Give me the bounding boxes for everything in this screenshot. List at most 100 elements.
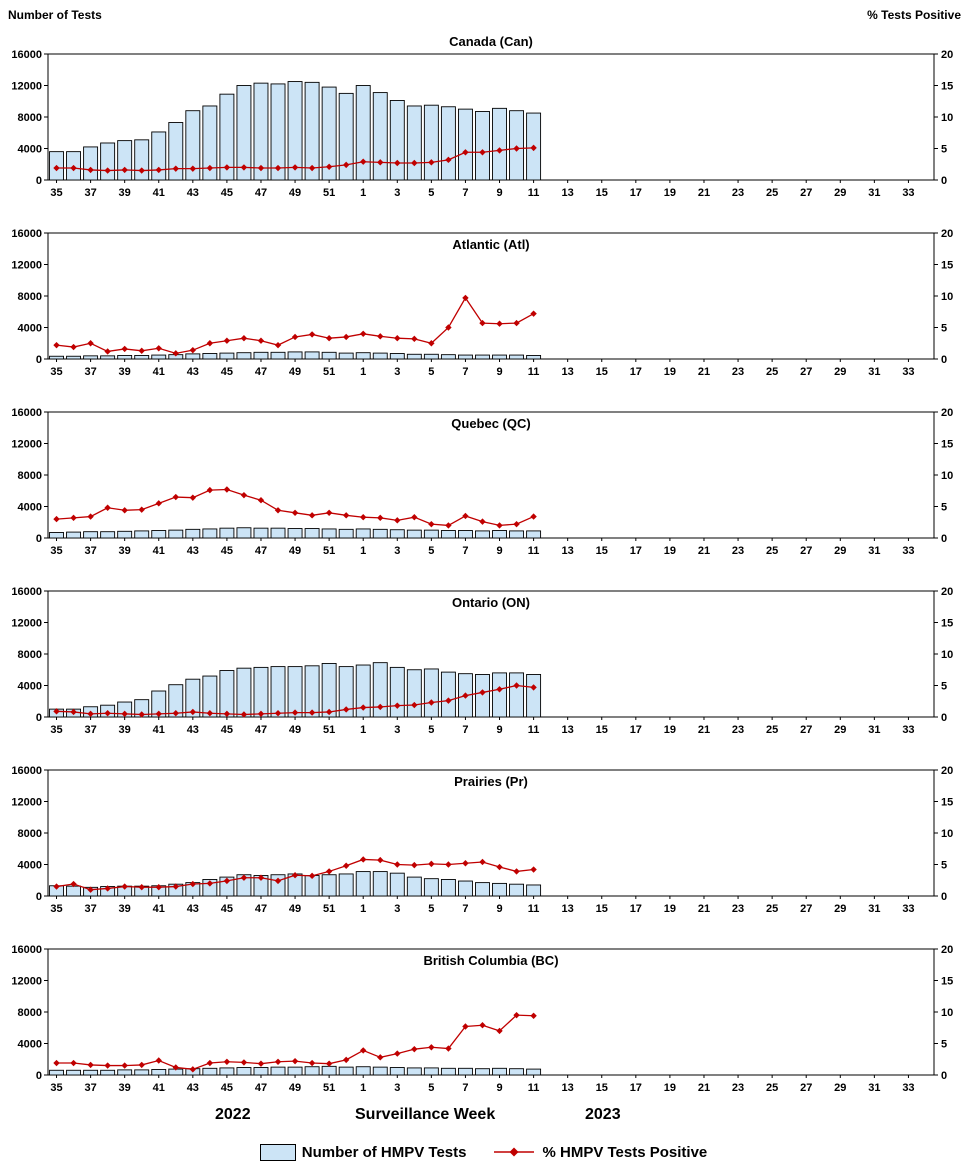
- axis-text: 12000: [11, 797, 42, 809]
- axis-text: 5: [941, 502, 947, 514]
- diamond-marker: [496, 1027, 503, 1035]
- diamond-marker: [530, 684, 537, 691]
- diamond-marker: [428, 520, 435, 528]
- tests-bar: [66, 885, 82, 897]
- axis-text: 0: [941, 533, 947, 545]
- header-row: Number of Tests % Tests Positive: [0, 0, 967, 30]
- tests-bar: [492, 530, 507, 539]
- tests-bar: [338, 528, 354, 539]
- tests-bar: [49, 532, 64, 539]
- axis-text: 43: [187, 1082, 199, 1094]
- axis-text: 15: [596, 1082, 608, 1094]
- axis-text: 4000: [18, 681, 42, 693]
- axis-text: 15: [941, 797, 953, 809]
- diamond-marker: [53, 341, 60, 349]
- axis-text: 5: [941, 144, 947, 156]
- tests-bar: [389, 666, 405, 718]
- tests-bar: [185, 678, 201, 718]
- axis-text: 51: [323, 1082, 335, 1094]
- axis-text: 31: [868, 187, 880, 199]
- tests-bar: [526, 884, 542, 897]
- axis-text: 11: [528, 366, 540, 378]
- tests-bar: [134, 139, 150, 181]
- axis-text: 3: [394, 1082, 400, 1094]
- year-label-2023: 2023: [585, 1106, 621, 1123]
- axis-text: 10: [941, 649, 953, 661]
- diamond-marker: [394, 861, 401, 868]
- axis-text: 7: [462, 724, 468, 736]
- tests-bar: [440, 530, 456, 539]
- tests-bar: [270, 351, 286, 360]
- tests-bar: [475, 111, 490, 181]
- diamond-marker: [206, 164, 214, 172]
- tests-bar: [355, 871, 371, 897]
- tests-bar: [492, 1067, 507, 1076]
- tests-bar: [66, 355, 82, 360]
- chart-panel-ontario-on: Ontario (ON)0400080001200016000051015203…: [11, 586, 953, 736]
- left-axis-title: Number of Tests: [8, 8, 102, 22]
- diamond-marker: [223, 877, 231, 885]
- tests-bar: [406, 353, 422, 360]
- year-label-2022: 2022: [215, 1106, 251, 1123]
- tests-bar: [338, 666, 354, 718]
- tests-bar: [355, 85, 371, 181]
- axis-text: 0: [36, 891, 42, 903]
- axis-text: 25: [766, 366, 778, 378]
- diamond-marker: [104, 504, 111, 511]
- tests-bar: [100, 1069, 116, 1076]
- diamond-marker: [189, 494, 197, 501]
- tests-bar: [406, 669, 422, 718]
- diamond-marker: [462, 294, 469, 302]
- axis-text: 1: [360, 187, 366, 199]
- tests-bar: [475, 1068, 490, 1076]
- tests-bar: [253, 527, 269, 539]
- diamond-marker: [155, 1057, 162, 1064]
- axis-text: 8000: [18, 649, 42, 661]
- axis-text: 25: [766, 903, 778, 915]
- axis-text: 35: [50, 903, 62, 915]
- diamond-marker: [445, 324, 452, 331]
- axis-text: 5: [941, 681, 947, 693]
- tests-bar: [100, 531, 116, 539]
- diamond-marker: [240, 491, 248, 499]
- tests-bar: [475, 674, 490, 718]
- axis-text: 47: [255, 187, 267, 199]
- tests-bar: [270, 1066, 286, 1076]
- tests-bar: [321, 528, 337, 539]
- axis-text: 7: [462, 903, 468, 915]
- tests-bar: [355, 352, 371, 360]
- axis-text: 10: [941, 291, 953, 303]
- axis-text: 20: [941, 765, 953, 777]
- axis-text: 37: [84, 545, 96, 557]
- axis-text: 27: [800, 1082, 812, 1094]
- diamond-marker: [360, 330, 367, 337]
- bar-swatch-icon: [259, 1143, 296, 1161]
- axis-text: 27: [800, 724, 812, 736]
- axis-text: 8000: [18, 1007, 42, 1019]
- diamond-marker: [257, 164, 265, 172]
- axis-text: 51: [323, 545, 335, 557]
- tests-bar: [509, 354, 525, 360]
- diamond-marker: [308, 331, 316, 338]
- tests-bar: [372, 871, 388, 897]
- legend-item-tests: Number of HMPV Tests: [259, 1143, 466, 1161]
- diamond-marker: [291, 164, 299, 171]
- tests-bar: [49, 355, 64, 360]
- axis-text: 0: [36, 354, 42, 366]
- tests-bar: [457, 880, 473, 897]
- axis-text: 47: [255, 545, 267, 557]
- diamond-marker: [155, 500, 162, 507]
- tests-bar: [151, 1069, 167, 1076]
- axis-text: 21: [698, 366, 710, 378]
- tests-bar: [423, 1067, 439, 1076]
- legend-pct-label: % HMPV Tests Positive: [542, 1143, 708, 1161]
- diamond-marker: [445, 697, 452, 704]
- tests-bar: [168, 684, 184, 718]
- axis-text: 12000: [11, 976, 42, 988]
- axis-text: 43: [187, 187, 199, 199]
- panel-title: British Columbia (BC): [423, 953, 558, 968]
- axis-text: 29: [834, 187, 846, 199]
- axis-text: 15: [941, 260, 953, 272]
- axis-text: 19: [664, 366, 676, 378]
- tests-bar: [219, 670, 235, 718]
